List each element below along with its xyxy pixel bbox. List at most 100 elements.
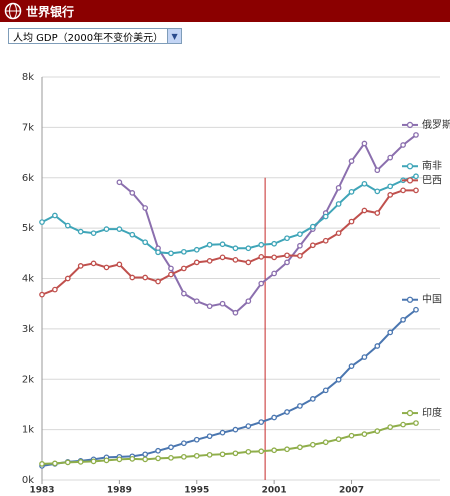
data-point <box>77 459 84 465</box>
data-point <box>400 142 406 148</box>
indicator-select[interactable]: 人均 GDP（2000年不变价美元） ▼ <box>8 28 183 44</box>
data-point <box>258 448 265 455</box>
data-point <box>206 258 213 264</box>
series-line <box>41 422 417 465</box>
data-point <box>77 228 84 235</box>
x-tick-label: 1989 <box>107 486 132 496</box>
data-point <box>142 451 149 458</box>
y-tick-label: 1k <box>22 425 34 436</box>
data-point <box>193 436 200 443</box>
data-point <box>374 167 381 174</box>
legend-label: 巴西 <box>422 174 442 186</box>
data-point <box>116 453 123 460</box>
header: 世界银行 <box>0 0 450 22</box>
data-point <box>322 213 329 220</box>
data-point <box>322 387 329 394</box>
data-point <box>52 461 58 467</box>
data-point <box>181 265 187 272</box>
data-point <box>322 439 329 446</box>
data-point <box>39 463 45 469</box>
data-point <box>348 218 355 225</box>
data-point <box>400 316 406 323</box>
data-point <box>297 242 303 249</box>
data-point <box>142 456 149 463</box>
data-point <box>361 180 368 187</box>
data-point <box>284 446 290 453</box>
data-point <box>168 444 174 451</box>
data-point <box>116 456 123 463</box>
data-point <box>155 455 161 462</box>
data-point <box>206 303 213 310</box>
legend-dot <box>406 177 414 184</box>
data-point <box>116 226 123 232</box>
data-point <box>245 448 252 455</box>
data-point <box>348 189 355 195</box>
data-point <box>245 298 252 305</box>
data-point <box>181 440 187 447</box>
select-arrow[interactable]: ▼ <box>167 29 182 43</box>
data-point <box>400 177 406 184</box>
data-point <box>284 235 290 242</box>
data-point <box>219 241 226 248</box>
data-point <box>258 280 265 287</box>
data-point <box>374 428 381 434</box>
data-point <box>245 423 252 429</box>
y-tick-label: 5k <box>22 223 34 234</box>
data-point <box>155 447 161 454</box>
legend-label: 中国 <box>422 293 442 306</box>
data-point <box>168 265 174 272</box>
data-point <box>413 420 419 426</box>
data-point <box>219 429 226 436</box>
data-point <box>322 210 329 216</box>
data-point <box>335 184 342 191</box>
data-point <box>258 253 265 260</box>
data-point <box>335 201 342 207</box>
data-point <box>193 259 200 266</box>
y-tick-label: 6k <box>22 173 34 184</box>
data-point <box>219 451 226 458</box>
data-point <box>90 456 97 463</box>
data-point <box>219 300 226 307</box>
data-point <box>309 226 316 232</box>
data-point <box>232 245 239 252</box>
data-point <box>155 245 161 252</box>
data-point <box>309 396 316 402</box>
data-point <box>387 192 394 198</box>
data-point <box>271 270 277 277</box>
data-point <box>322 237 329 244</box>
data-point <box>348 158 355 164</box>
data-point <box>77 263 84 269</box>
legend-label: 南非 <box>422 159 442 172</box>
data-point <box>219 254 226 261</box>
data-point <box>90 458 97 465</box>
data-point <box>335 376 342 383</box>
data-point <box>181 248 187 255</box>
data-point <box>129 455 136 462</box>
data-point <box>232 309 239 316</box>
data-point <box>206 433 213 440</box>
data-point <box>39 219 45 225</box>
data-point <box>168 250 174 257</box>
data-point <box>271 414 277 421</box>
data-point <box>181 290 187 297</box>
y-tick-label: 3k <box>22 324 34 335</box>
data-point <box>309 223 316 230</box>
x-tick-label: 1995 <box>184 486 209 496</box>
x-tick-label: 1983 <box>29 486 54 496</box>
data-point <box>284 252 290 259</box>
data-point <box>245 259 252 266</box>
data-point <box>297 444 303 451</box>
data-point <box>64 275 71 282</box>
y-tick-label: 7k <box>22 122 34 133</box>
data-point <box>39 291 45 298</box>
data-point <box>168 454 174 461</box>
series-line <box>41 308 417 467</box>
data-point <box>348 432 355 439</box>
data-point <box>129 231 136 238</box>
data-point <box>374 188 381 195</box>
y-tick-label: 4k <box>22 274 34 285</box>
data-point <box>387 424 394 430</box>
data-point <box>258 241 265 248</box>
data-point <box>335 230 342 237</box>
